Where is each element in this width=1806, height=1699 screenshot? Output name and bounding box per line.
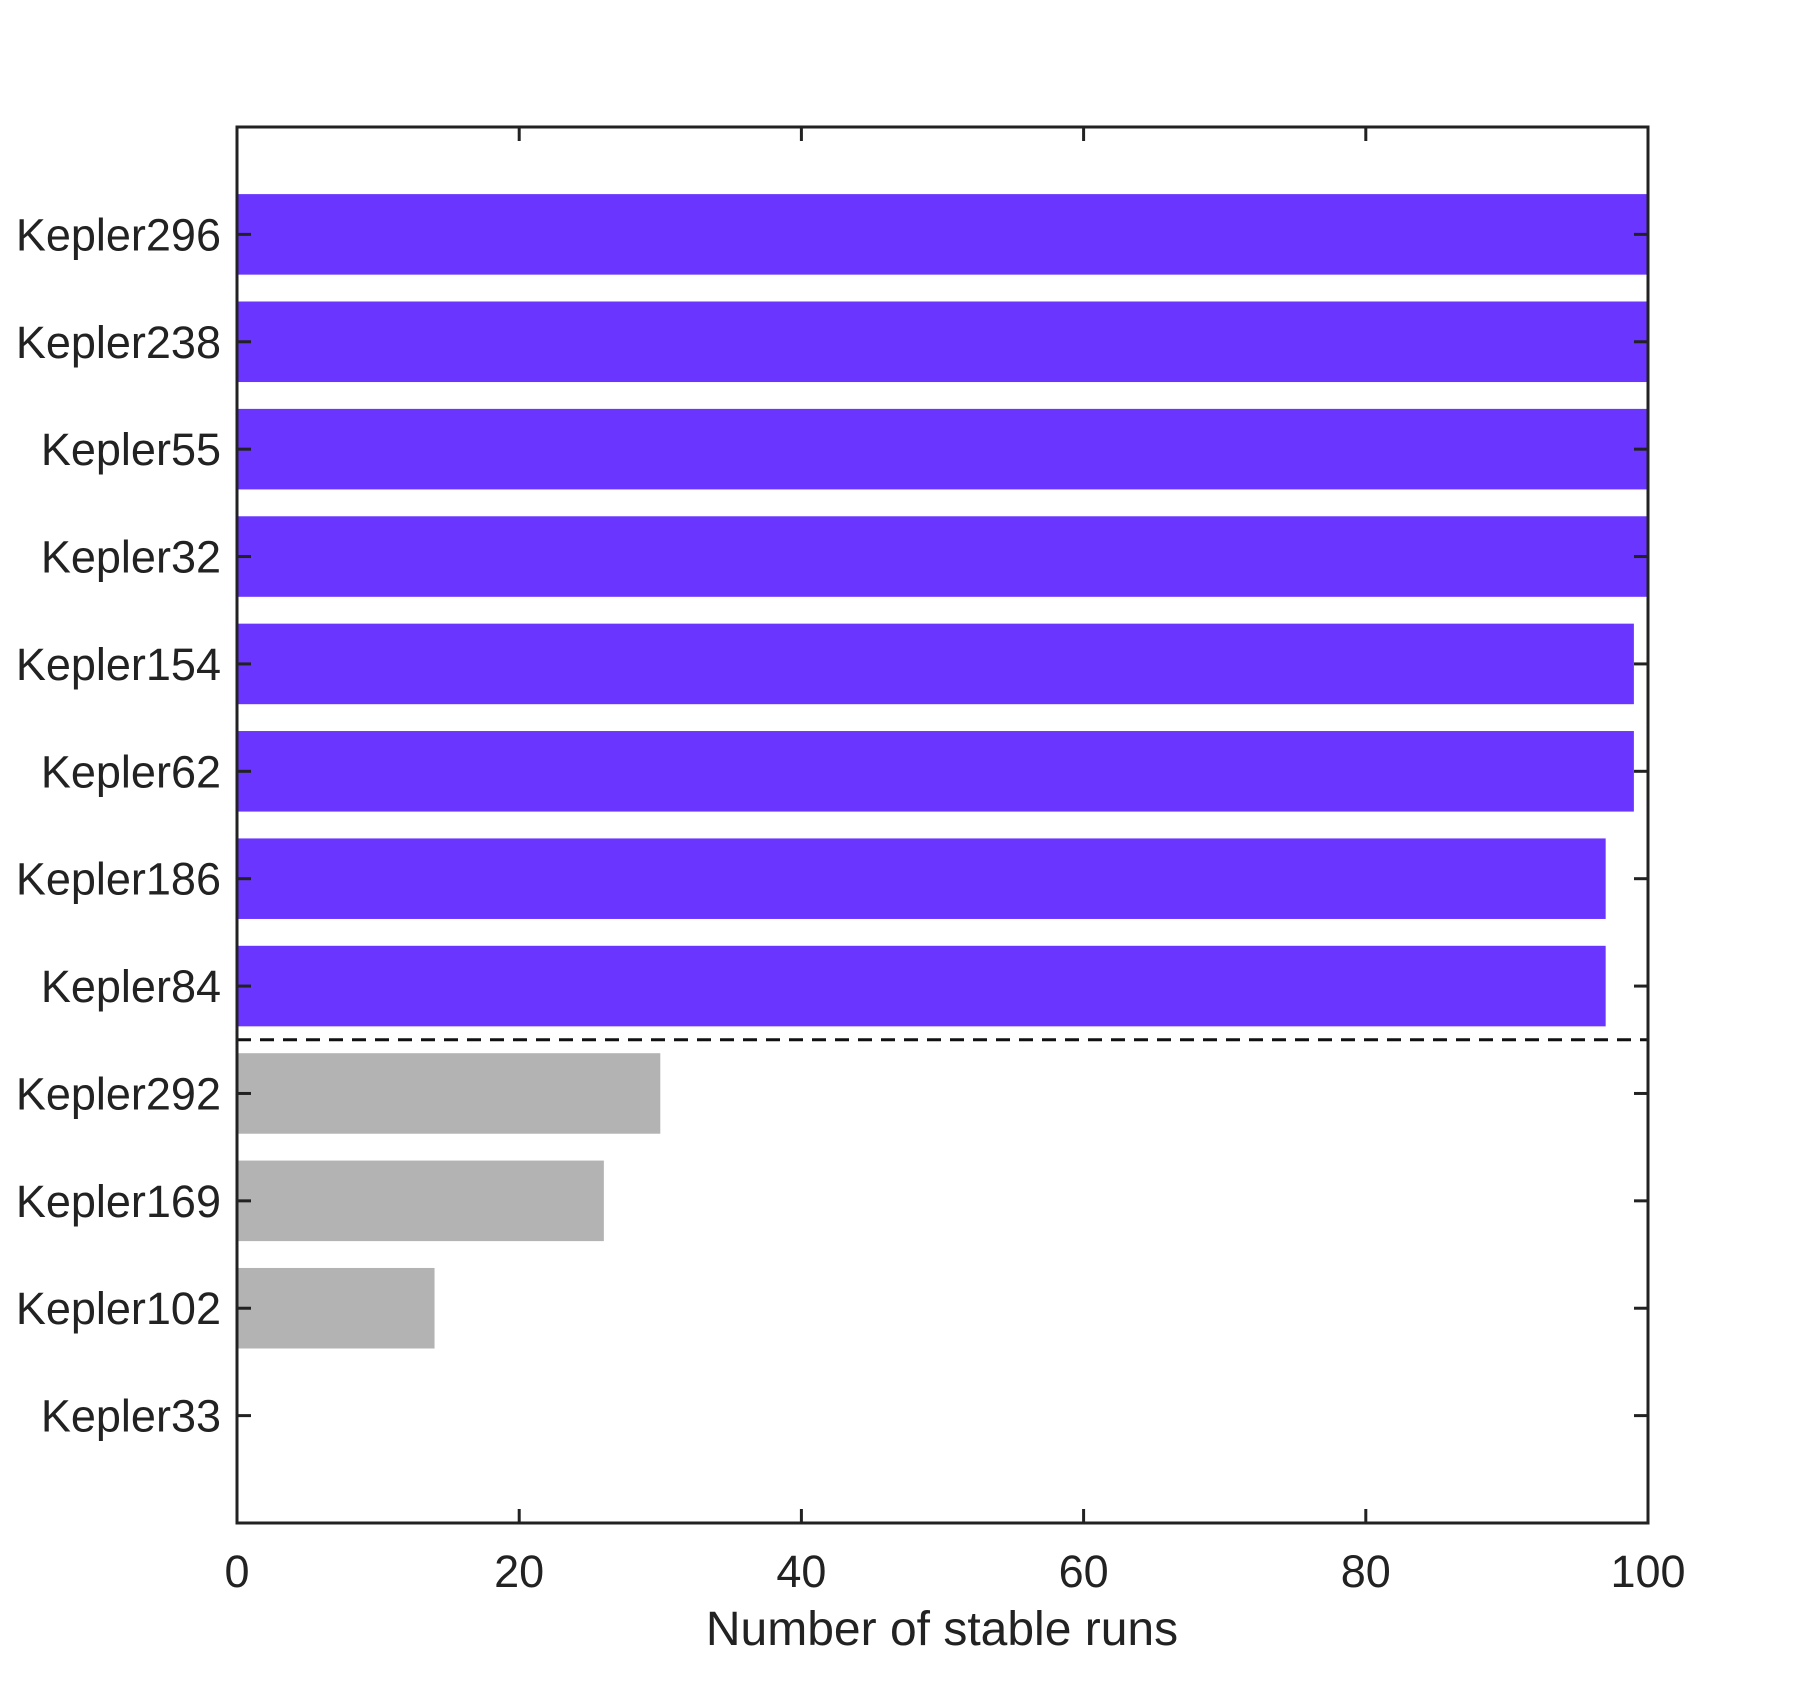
bar-kepler154 [237, 623, 1634, 705]
y-tick-label: Kepler154 [16, 639, 221, 690]
x-tick-label: 80 [1341, 1546, 1391, 1597]
y-tick-label: Kepler186 [16, 854, 221, 905]
x-tick-label: 0 [224, 1546, 249, 1597]
bar-kepler32 [237, 516, 1648, 597]
x-tick-label: 100 [1610, 1546, 1685, 1597]
x-tick-label: 60 [1059, 1546, 1109, 1597]
bar-kepler292 [237, 1053, 661, 1134]
labels-layer: Kepler296 Kepler238 Kepler55 Kepler32 Kepler… [16, 209, 1686, 1597]
y-tick-label: Kepler292 [16, 1068, 221, 1119]
x-tick-label: 20 [494, 1546, 544, 1597]
bar-kepler62 [237, 731, 1634, 812]
y-tick-label: Kepler238 [16, 317, 221, 368]
y-tick-label: Kepler33 [41, 1391, 221, 1442]
bar-kepler296 [237, 194, 1648, 275]
y-tick-label: Kepler296 [16, 209, 221, 260]
y-tick-label: Kepler55 [41, 424, 221, 475]
x-tick-label: 40 [776, 1546, 826, 1597]
bar-kepler84 [237, 945, 1606, 1027]
ticks-layer [237, 127, 1648, 1523]
y-tick-label: Kepler32 [41, 532, 221, 583]
bar-kepler238 [237, 301, 1648, 383]
y-tick-label: Kepler84 [41, 961, 221, 1012]
y-tick-label: Kepler102 [16, 1283, 221, 1334]
bar-kepler169 [237, 1160, 604, 1242]
plot-frame [235, 125, 1650, 1525]
y-tick-label: Kepler62 [41, 746, 221, 797]
bars-layer [237, 194, 1648, 1349]
bar-kepler186 [237, 838, 1606, 919]
x-axis-label: Number of stable runs [706, 1603, 1178, 1656]
bar-kepler102 [237, 1267, 435, 1349]
y-tick-label: Kepler169 [16, 1176, 221, 1227]
bar-kepler55 [237, 408, 1648, 490]
